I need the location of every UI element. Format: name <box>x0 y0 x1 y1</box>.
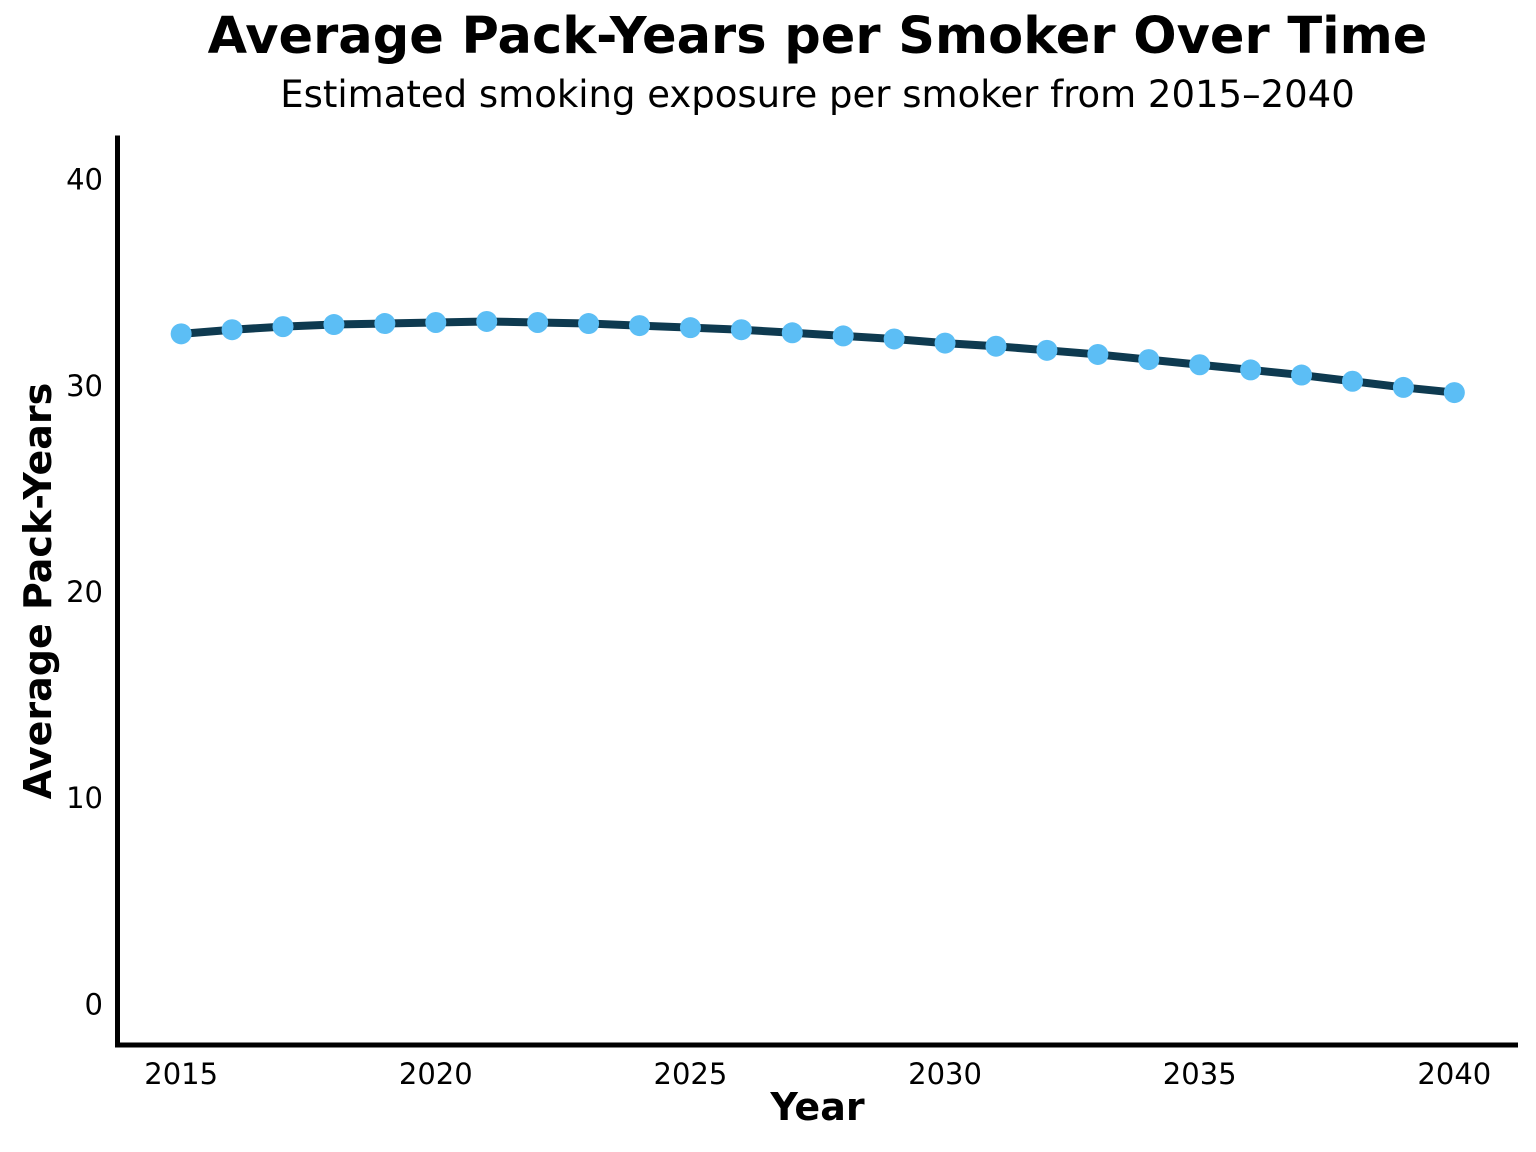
data-point-marker <box>1189 354 1211 376</box>
data-point-marker <box>832 325 854 347</box>
data-point-marker <box>1341 370 1363 392</box>
data-point-marker <box>1036 339 1058 361</box>
data-point-marker <box>1443 382 1465 404</box>
data-point-marker <box>1087 343 1109 365</box>
data-point-marker <box>170 323 192 345</box>
x-tick-label: 2025 <box>654 1057 728 1091</box>
chart-subtitle: Estimated smoking exposure per smoker fr… <box>280 73 1355 116</box>
data-point-marker <box>1291 364 1313 386</box>
data-point-marker <box>272 316 294 338</box>
data-point-marker <box>934 332 956 354</box>
x-tick-label: 2020 <box>399 1057 473 1091</box>
data-point-marker <box>425 311 447 333</box>
y-tick-label: 20 <box>66 575 103 609</box>
data-point-marker <box>527 311 549 333</box>
data-point-marker <box>1138 349 1160 371</box>
data-point-marker <box>374 313 396 335</box>
data-point-marker <box>221 319 243 341</box>
data-point-marker <box>781 322 803 344</box>
x-tick-label: 2030 <box>908 1057 982 1091</box>
x-tick-label: 2035 <box>1163 1057 1237 1091</box>
data-point-marker <box>1240 359 1262 381</box>
y-tick-label: 40 <box>66 163 103 197</box>
data-point-marker <box>883 328 905 350</box>
data-point-marker <box>985 335 1007 357</box>
x-tick-label: 2015 <box>144 1057 218 1091</box>
data-point-marker <box>578 313 600 335</box>
x-tick-label: 2040 <box>1417 1057 1491 1091</box>
y-tick-label: 0 <box>85 987 103 1021</box>
data-point-marker <box>730 319 752 341</box>
y-tick-label: 30 <box>66 369 103 403</box>
data-point-marker <box>323 314 345 336</box>
y-tick-label: 10 <box>66 781 103 815</box>
series-line <box>177 317 1459 397</box>
data-point-marker <box>1392 376 1414 398</box>
chart-title: Average Pack-Years per Smoker Over Time <box>207 7 1428 66</box>
x-axis-label: Year <box>770 1085 865 1129</box>
data-point-marker <box>679 317 701 339</box>
data-point-marker <box>629 315 651 337</box>
data-point-marker <box>476 310 498 332</box>
